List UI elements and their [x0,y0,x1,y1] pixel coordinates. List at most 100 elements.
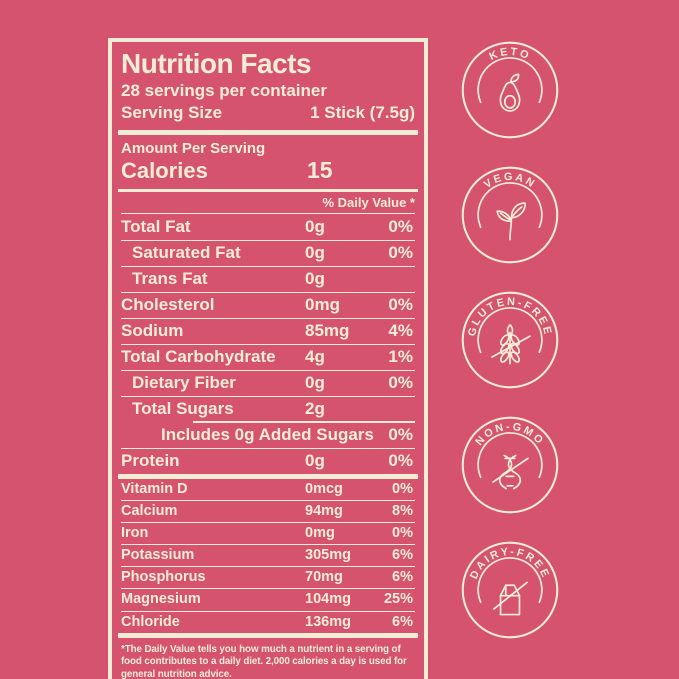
badge-inner-arch [477,432,543,479]
divider-thick [118,473,418,479]
nutrient-amount: 94mg [305,503,343,520]
dna-crossed-icon [492,454,529,490]
nutrient-amount: 0mg [305,525,335,542]
nutrient-daily-value: 25% [383,591,413,608]
divider-thick [118,130,418,136]
nutrient-name: Protein [121,451,180,471]
nutrient-name: Iron [121,525,149,542]
nutrient-name: Total Sugars [132,399,234,419]
badge-outer-circle [461,166,559,264]
micronutrient-rows: Vitamin D 0mcg 0% Calcium 94mg 8% Iron 0… [112,479,424,633]
nutrient-amount: 0g [305,451,325,471]
nutrient-amount: 0g [305,216,325,236]
table-row: Calcium 94mg 8% [121,500,415,522]
table-row: Vitamin D 0mcg 0% [121,479,415,500]
nutrient-name: Magnesium [121,591,201,608]
nutrient-daily-value: 0% [392,525,413,542]
table-row: Total Carbohydrate 4g 1% [121,343,415,370]
nutrient-name: Trans Fat [132,269,208,289]
nutrient-daily-value: 0% [388,425,413,445]
badge-outer-circle [461,291,559,389]
table-row: Protein 0g 0% [121,447,415,474]
nutrient-name: Phosphorus [121,569,206,586]
table-row: Total Fat 0g 0% [121,213,415,239]
nutrient-name: Sodium [121,321,184,341]
badge-gluten-free: GLUTEN-FREE [461,291,559,389]
calories-row: Calories 15 [121,157,415,184]
badge-non-gmo: NON-GMO [461,416,559,514]
sprout-icon [496,202,526,241]
nutrient-name: Saturated Fat [132,243,241,263]
table-row: Cholesterol 0mg 0% [121,291,415,318]
badge-inner-arch [477,182,543,229]
nutrient-daily-value: 0% [388,243,413,263]
badge-label: VEGAN [482,171,538,191]
badge-outer-circle [461,41,559,139]
strike-line [493,581,528,610]
nutrient-daily-value: 6% [392,569,413,586]
table-row: Dietary Fiber 0g 0% [121,369,415,396]
badge-dairy-free: DAIRY-FREE [461,541,559,639]
milk-carton-crossed-icon [493,581,528,616]
strike-line [491,335,531,358]
strike-line [492,457,529,483]
badge-inner-arch [477,307,543,354]
nutrient-name: Total Carbohydrate [121,347,276,367]
nutrient-name: Chloride [121,613,180,630]
table-row: Includes 0g Added Sugars 0% [121,421,415,448]
badge-label: DAIRY-FREE [468,546,552,581]
badge-inner-arch [477,57,543,104]
avocado-icon [499,73,521,112]
serving-size-label: Serving Size [121,102,223,122]
calories-value: 15 [307,157,333,184]
badge-inner-arch [477,557,543,604]
nutrient-amount: 2g [305,399,325,419]
daily-value-header: % Daily Value * [322,195,416,211]
nutrient-amount: 0g [305,269,325,289]
nutrient-amount: 4g [305,347,325,367]
wheat-crossed-icon [491,324,531,365]
table-row: Saturated Fat 0g 0% [121,239,415,266]
nutrient-name: Total Fat [121,216,191,236]
table-row: Chloride 136mg 6% [121,610,415,633]
nutrient-amount: 85mg [305,321,350,341]
table-row: Trans Fat 0g [121,265,415,292]
nutrient-name: Calcium [121,503,178,520]
nutrient-daily-value: 1% [388,347,413,367]
divider-thick [118,632,418,638]
nutrient-amount: 104mg [305,591,351,608]
nutrient-amount: 70mg [305,569,343,586]
nutrient-name: Cholesterol [121,295,215,315]
table-row: Sodium 85mg 4% [121,317,415,344]
table-row: Total Sugars 2g [121,395,415,422]
nutrient-daily-value: 0% [392,480,413,497]
nutrient-rows: Total Fat 0g 0% Saturated Fat 0g 0% Tran… [112,213,424,473]
nutrient-daily-value: 0% [388,451,413,471]
serving-size-value: 1 Stick (7.5g) [310,102,415,122]
nutrient-name: Includes 0g Added Sugars [161,425,374,445]
badge-keto: KETO [461,41,559,139]
nutrient-daily-value: 8% [392,503,413,520]
nutrient-daily-value: 4% [388,321,413,341]
nutrient-name: Potassium [121,547,195,564]
divider-medium [118,189,418,193]
badge-vegan: VEGAN [461,166,559,264]
nutrient-daily-value: 0% [388,216,413,236]
serving-size-row: Serving Size 1 Stick (7.5g) [121,103,415,123]
calories-label: Calories [121,158,208,184]
table-row: Iron 0mg 0% [121,522,415,544]
nutrient-amount: 0g [305,243,325,263]
table-row: Potassium 305mg 6% [121,544,415,566]
nutrient-amount: 136mg [305,613,351,630]
badge-outer-circle [461,416,559,514]
servings-per-container: 28 servings per container [121,81,327,101]
nutrient-amount: 0mg [305,295,340,315]
nutrient-name: Dietary Fiber [132,373,236,393]
nutrient-name: Vitamin D [121,480,188,497]
nutrient-daily-value: 6% [392,613,413,630]
badge-column: KETO VEGAN GLU [458,38,562,642]
nutrient-amount: 305mg [305,547,351,564]
nutrient-daily-value: 6% [392,547,413,564]
amount-per-serving-label: Amount Per Serving [121,140,266,158]
